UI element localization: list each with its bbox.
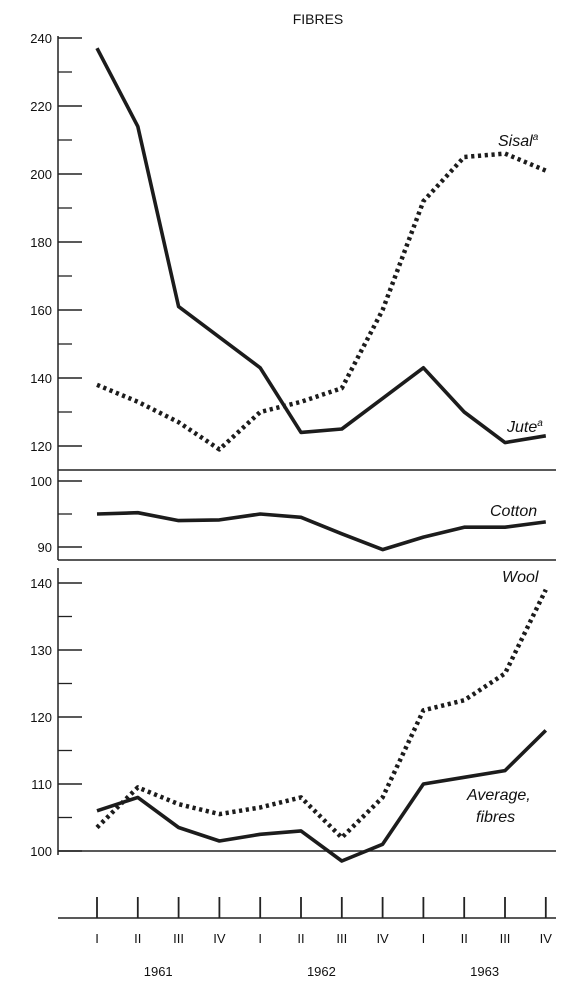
series-label-average: Average, bbox=[466, 787, 531, 804]
x-tick-label: II bbox=[297, 931, 304, 946]
series-line-sisal bbox=[96, 151, 547, 452]
y-tick-label: 120 bbox=[30, 439, 52, 454]
y-tick-label: 120 bbox=[30, 710, 52, 725]
y-tick-label: 160 bbox=[30, 303, 52, 318]
axes: 120 140 160 180 200 220 240 90 100 100 110 120 130 14… bbox=[30, 31, 556, 979]
x-tick-label: II bbox=[134, 931, 141, 946]
x-tick-label: I bbox=[422, 931, 426, 946]
x-tick-label: IV bbox=[213, 931, 226, 946]
series-label-wool: Wool bbox=[502, 569, 539, 586]
y-tick-label: 110 bbox=[31, 777, 52, 792]
series-line-cotton bbox=[96, 510, 547, 552]
y-tick-label: 200 bbox=[30, 167, 52, 182]
y-tick-label: 140 bbox=[30, 371, 52, 386]
y-tick-label: 140 bbox=[30, 576, 52, 591]
x-tick-label: IV bbox=[540, 931, 553, 946]
x-tick-label: II bbox=[461, 931, 468, 946]
x-tick-label: III bbox=[336, 931, 347, 946]
x-tick-label: I bbox=[95, 931, 99, 946]
series-label-cotton: Cotton bbox=[490, 503, 537, 520]
x-tick-label: III bbox=[173, 931, 184, 946]
x-tick-label: I bbox=[258, 931, 262, 946]
y-tick-label: 100 bbox=[30, 474, 52, 489]
series-label-sisal: Sisala bbox=[498, 132, 539, 150]
x-year-label: 1961 bbox=[144, 964, 173, 979]
y-tick-label: 180 bbox=[30, 235, 52, 250]
x-tick-label: III bbox=[500, 931, 511, 946]
series-label-fibres: fibres bbox=[476, 809, 515, 826]
y-tick-label: 100 bbox=[30, 844, 52, 859]
labels-layer: Sisala Jutea Cotton Wool Average, fibres bbox=[466, 132, 543, 826]
x-year-label: 1962 bbox=[307, 964, 336, 979]
series-layer bbox=[95, 47, 548, 863]
chart-title: FIBRES bbox=[293, 11, 344, 27]
x-year-label: 1963 bbox=[470, 964, 499, 979]
x-tick-label: IV bbox=[376, 931, 389, 946]
series-line-jute bbox=[95, 47, 547, 445]
y-tick-label: 240 bbox=[30, 31, 52, 46]
series-label-jute: Jutea bbox=[506, 418, 543, 436]
y-tick-label: 220 bbox=[30, 99, 52, 114]
series-line-average bbox=[96, 729, 548, 863]
y-tick-label: 130 bbox=[30, 643, 52, 658]
y-tick-label: 90 bbox=[38, 540, 52, 555]
